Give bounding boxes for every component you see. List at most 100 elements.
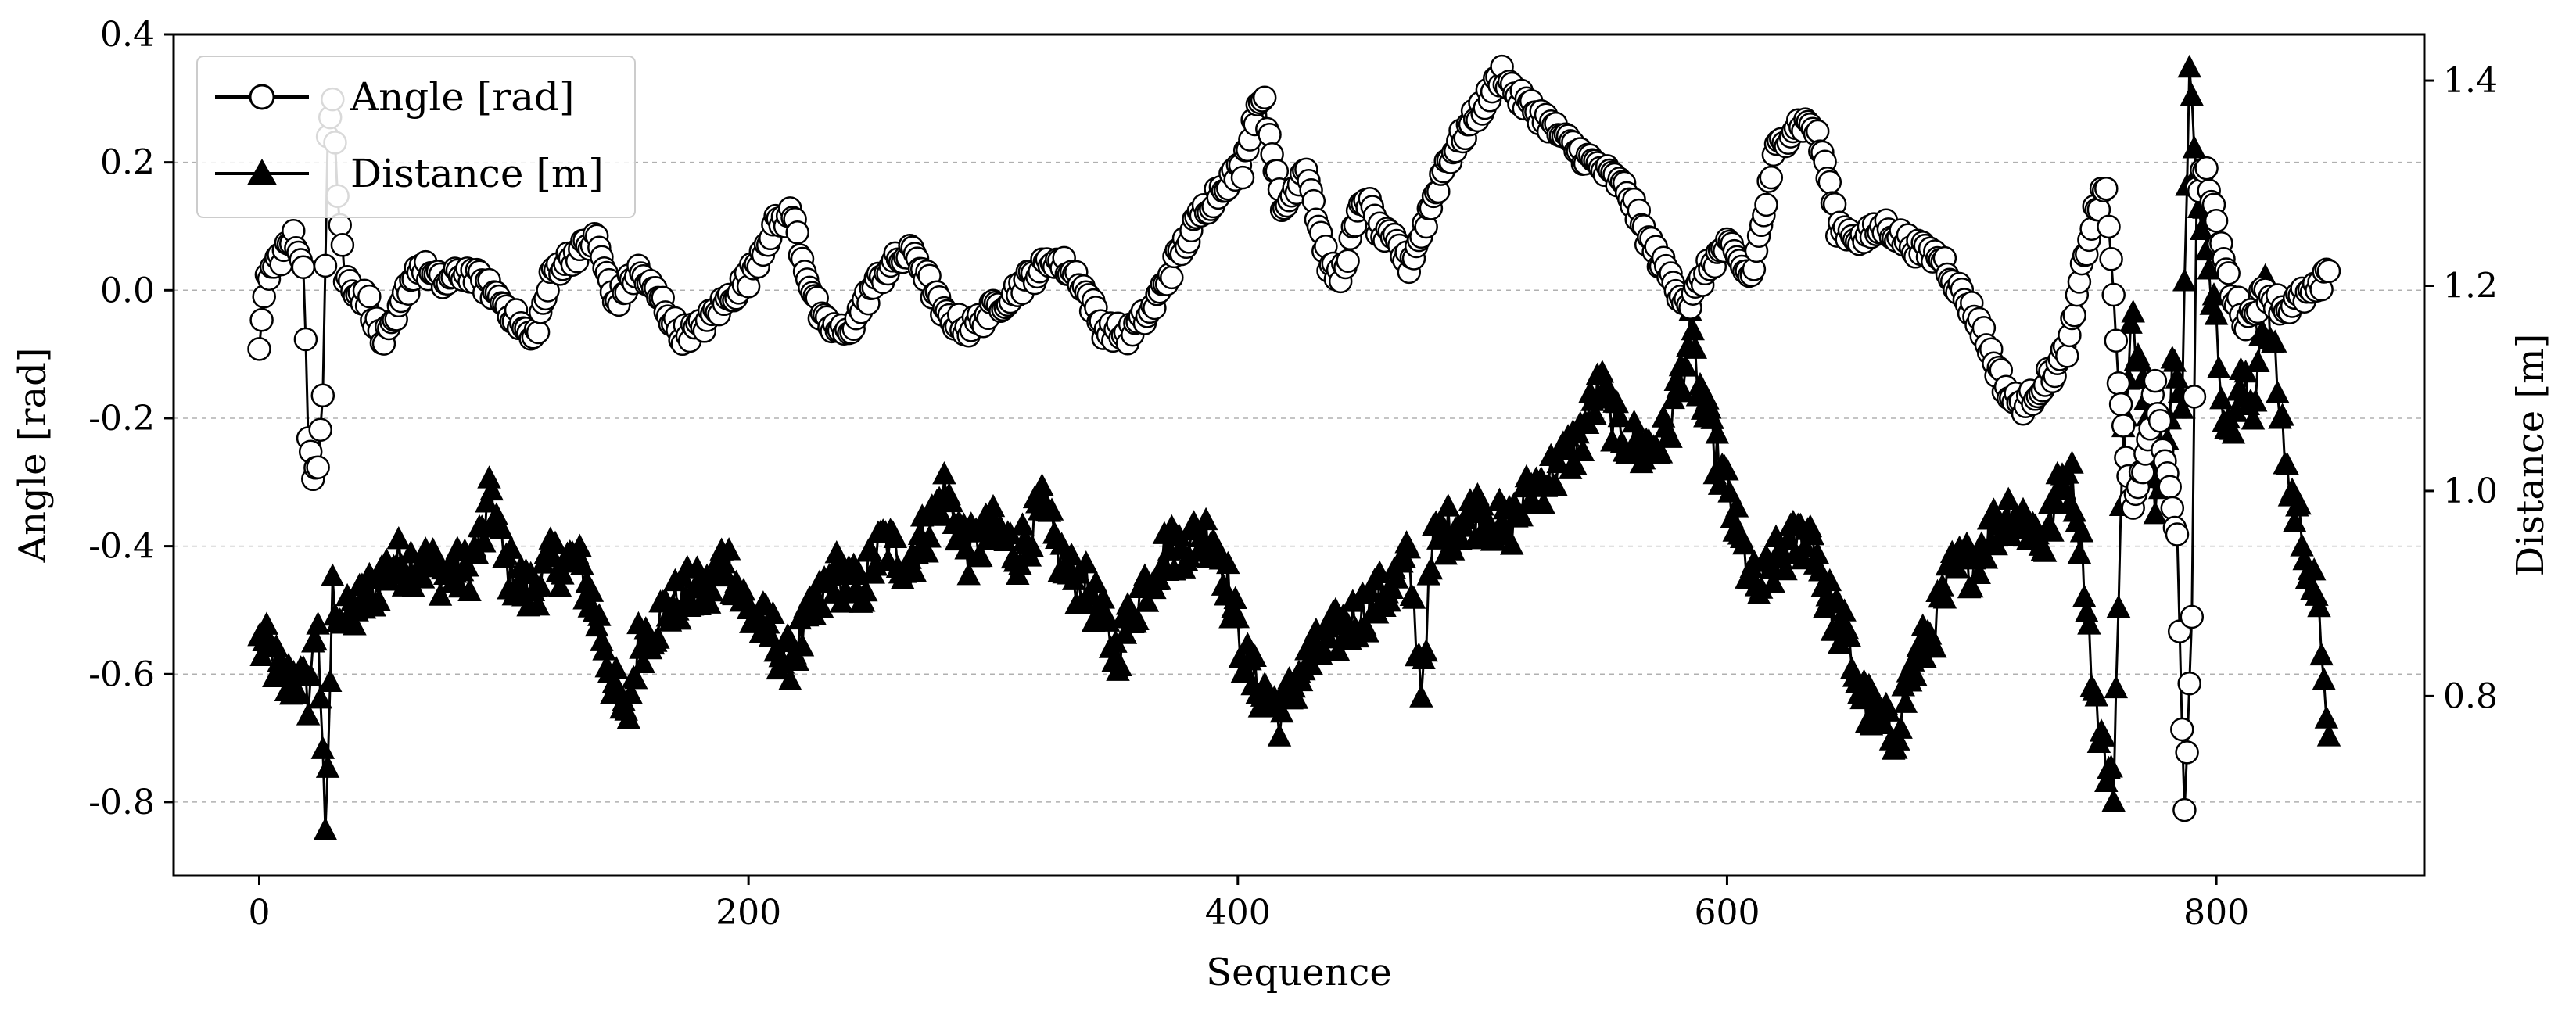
angle-point-616	[1754, 192, 1778, 217]
series-layer	[247, 54, 2341, 840]
distance-point-465	[1384, 565, 1409, 589]
distance-point-220	[785, 647, 809, 672]
distance-point-280	[932, 460, 956, 485]
distance-point-829	[2275, 452, 2300, 475]
x-tick-label-3: 600	[1694, 893, 1760, 933]
distance-point-834	[2287, 491, 2312, 515]
distance-point-67	[411, 565, 436, 589]
distance-point-279	[930, 503, 954, 526]
angle-point-445	[1336, 249, 1360, 273]
distance-point-26	[310, 736, 335, 759]
distance-point-27	[313, 817, 338, 840]
distance-point-530	[1544, 472, 1568, 496]
distance-point-689	[1932, 586, 1957, 609]
distance-point-295	[969, 543, 993, 568]
distance-point-359	[1125, 607, 1150, 630]
angle-point-760	[2106, 371, 2131, 396]
distance-point-824	[2262, 329, 2287, 353]
distance-point-642	[1817, 568, 1842, 592]
angle-point-19	[293, 327, 318, 352]
distance-point-670	[1886, 727, 1910, 751]
distance-point-332	[1059, 542, 1084, 566]
angle-point-637	[1805, 119, 1830, 144]
distance-point-791	[2182, 135, 2207, 159]
distance-point-151	[616, 705, 641, 729]
distance-point-840	[2302, 557, 2327, 581]
distance-point-387	[1193, 507, 1218, 531]
angle-point-787	[2172, 797, 2197, 822]
angle-point-761	[2108, 392, 2133, 417]
distance-point-146	[604, 656, 629, 679]
legend-label-distance: Distance [m]	[350, 151, 604, 196]
distance-point-827	[2270, 403, 2294, 426]
distance-point-538	[1563, 452, 1588, 475]
distance-point-85	[455, 554, 479, 577]
distance-point-268	[902, 559, 927, 582]
distance-point-582	[1670, 378, 1695, 403]
distance-point-274	[917, 525, 942, 548]
distance-point-407	[1243, 643, 1267, 668]
angle-point-24	[306, 455, 330, 479]
distance-point-210	[761, 600, 785, 625]
angle-point-759	[2104, 328, 2129, 353]
angle-point-27	[313, 253, 338, 278]
distance-point-632	[1793, 534, 1817, 557]
distance-point-589	[1688, 371, 1713, 396]
distance-point-758	[2101, 788, 2126, 812]
angle-point-762	[2111, 414, 2136, 438]
angle-point-26	[310, 383, 335, 408]
distance-point-248	[854, 578, 878, 602]
distance-point-462	[1377, 588, 1401, 612]
angle-point-757	[2099, 247, 2123, 271]
distance-point-802	[2209, 385, 2233, 410]
distance-point-516	[1509, 503, 1534, 527]
distance-point-363	[1135, 589, 1160, 612]
distance-point-577	[1659, 425, 1683, 448]
left-y-tick-label-4: 0.0	[100, 271, 155, 310]
distance-point-844	[2312, 667, 2336, 690]
angle-point-739	[2055, 344, 2079, 368]
distance-point-222	[790, 633, 815, 657]
distance-point-766	[2121, 299, 2145, 323]
distance-point-230	[809, 594, 834, 618]
distance-point-842	[2307, 593, 2331, 618]
distance-point-290	[956, 561, 981, 586]
distance-point-328	[1049, 532, 1074, 555]
distance-point-832	[2282, 509, 2307, 532]
distance-point-556	[1607, 403, 1632, 428]
distance-point-172	[668, 606, 692, 630]
distance-point-845	[2314, 705, 2339, 729]
distance-point-801	[2206, 355, 2231, 379]
distance-point-635	[1800, 521, 1825, 546]
distance-point-139	[587, 603, 612, 626]
x-tick-label-4: 800	[2183, 893, 2249, 933]
distance-point-472	[1401, 586, 1426, 609]
angle-point-18	[291, 255, 316, 279]
distance-point-400	[1225, 604, 1250, 629]
distance-point-163	[646, 625, 670, 649]
distance-point-786	[2170, 396, 2194, 419]
angle-point-742	[2062, 303, 2086, 328]
distance-point-650	[1837, 624, 1862, 647]
distance-point-477	[1414, 638, 1438, 662]
angle-point-642	[1817, 170, 1842, 195]
legend-entry-angle: Angle [rad]	[215, 74, 575, 120]
distance-point-748	[2077, 611, 2101, 635]
distance-point-757	[2099, 754, 2123, 778]
distance-point-760	[2106, 594, 2131, 618]
distance-point-470	[1397, 535, 1422, 559]
distance-point-625	[1776, 527, 1800, 550]
distance-point-677	[1903, 662, 1928, 686]
distance-point-531	[1546, 450, 1570, 474]
left-y-tick-label-5: 0.2	[100, 143, 155, 183]
right-y-tick-label-3: 1.4	[2443, 61, 2498, 101]
left-y-tick-label-3: -0.2	[88, 399, 155, 439]
distance-point-30	[321, 563, 345, 586]
distance-point-825	[2266, 380, 2290, 403]
distance-point-338	[1074, 550, 1099, 574]
distance-point-479	[1419, 556, 1444, 580]
distance-point-453	[1355, 619, 1379, 643]
distance-point-546	[1583, 401, 1607, 425]
angle-point-800	[2204, 209, 2229, 233]
angle-point-25	[308, 417, 332, 442]
